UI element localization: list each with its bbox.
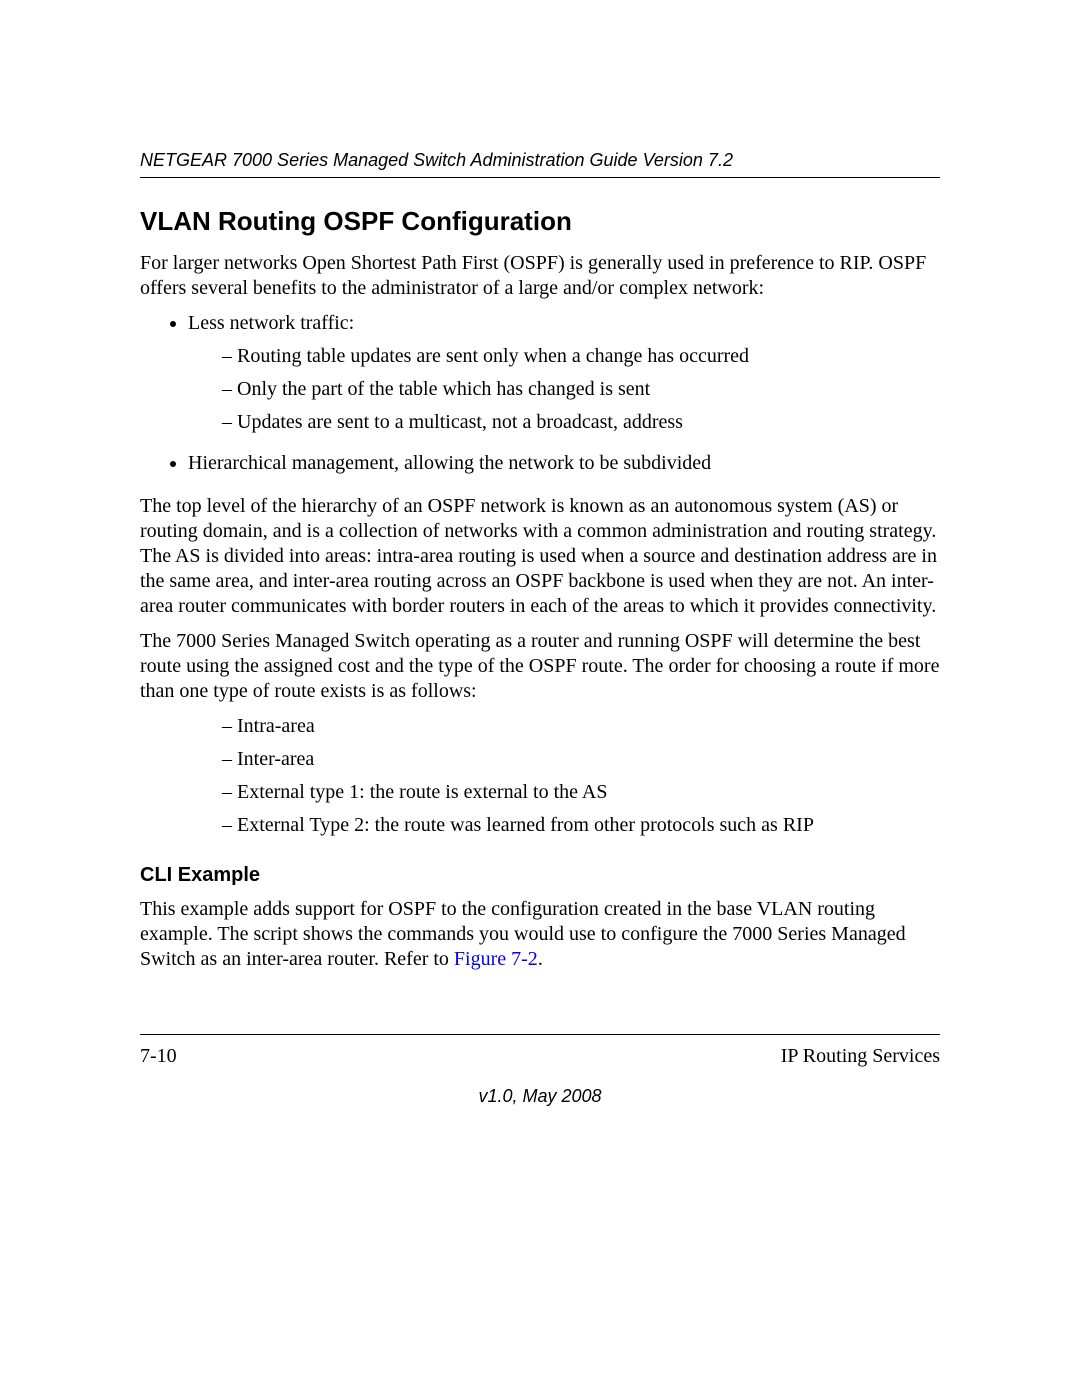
list-item: Intra-area <box>222 714 940 747</box>
body-paragraph: The 7000 Series Managed Switch operating… <box>140 629 940 704</box>
figure-reference-link[interactable]: Figure 7-2 <box>454 948 538 970</box>
list-item: Inter-area <box>222 747 940 780</box>
list-item: Hierarchical management, allowing the ne… <box>188 451 940 484</box>
document-page: NETGEAR 7000 Series Managed Switch Admin… <box>0 0 1080 1397</box>
list-item: External type 1: the route is external t… <box>222 780 940 813</box>
page-number: 7-10 <box>140 1045 177 1068</box>
footer-row: 7-10 IP Routing Services <box>140 1045 940 1068</box>
route-order-list: Intra-area Inter-area External type 1: t… <box>140 714 940 846</box>
list-item-text: Hierarchical management, allowing the ne… <box>188 452 711 474</box>
cli-paragraph: This example adds support for OSPF to th… <box>140 897 940 972</box>
sub-list: Routing table updates are sent only when… <box>188 344 940 443</box>
cli-example-heading: CLI Example <box>140 864 940 887</box>
list-item: External Type 2: the route was learned f… <box>222 813 940 846</box>
chapter-name: IP Routing Services <box>781 1045 940 1068</box>
doc-version: v1.0, May 2008 <box>140 1086 940 1107</box>
section-title: VLAN Routing OSPF Configuration <box>140 206 940 237</box>
cli-text-after-link: . <box>538 948 543 970</box>
footer-rule <box>140 1034 940 1035</box>
intro-paragraph: For larger networks Open Shortest Path F… <box>140 251 940 301</box>
list-item: Routing table updates are sent only when… <box>222 344 940 377</box>
body-paragraph: The top level of the hierarchy of an OSP… <box>140 494 940 619</box>
running-header: NETGEAR 7000 Series Managed Switch Admin… <box>140 150 940 171</box>
list-item: Updates are sent to a multicast, not a b… <box>222 410 940 443</box>
header-rule <box>140 177 940 178</box>
list-item-text: Less network traffic: <box>188 312 354 334</box>
page-footer: 7-10 IP Routing Services v1.0, May 2008 <box>140 1034 940 1107</box>
list-item: Less network traffic: Routing table upda… <box>188 311 940 451</box>
benefits-list: Less network traffic: Routing table upda… <box>140 311 940 484</box>
list-item: Only the part of the table which has cha… <box>222 377 940 410</box>
